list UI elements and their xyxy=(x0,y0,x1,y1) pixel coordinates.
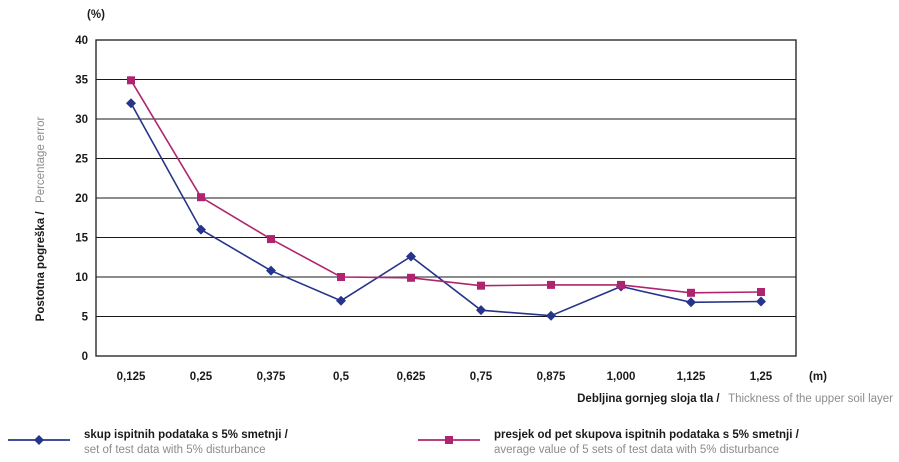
y-tick-label: 0 xyxy=(82,351,88,363)
y-tick-label: 35 xyxy=(75,75,88,87)
data-point xyxy=(757,288,765,297)
data-point xyxy=(406,251,416,262)
data-point xyxy=(127,76,135,85)
y-tick-label: 40 xyxy=(75,35,88,47)
y-tick-label: 15 xyxy=(75,233,88,245)
legend-marker-square-icon xyxy=(418,436,480,444)
legend-marker-diamond-icon xyxy=(8,435,70,445)
x-tick-label: 0,625 xyxy=(397,371,426,383)
x-axis-label-primary: Debljina gornjeg sloja tla / xyxy=(577,393,720,405)
data-point xyxy=(267,235,275,244)
series-line xyxy=(130,102,762,317)
x-tick-labels: 0,125 0,25 0,375 0,5 0,625 0,75 0,875 1,000 1,12… xyxy=(117,371,773,383)
grid xyxy=(96,79,796,317)
x-tick-label: 0,5 xyxy=(333,371,350,383)
x-tick-label: 0,25 xyxy=(190,371,213,383)
data-point xyxy=(686,297,696,308)
x-tick-label: 1,25 xyxy=(750,371,773,383)
series-2 xyxy=(127,76,765,297)
plot-frame xyxy=(95,39,797,357)
data-point xyxy=(476,305,486,316)
y-tick-labels: 0 5 10 15 20 25 30 35 40 xyxy=(75,35,88,363)
y-axis-unit: (%) xyxy=(87,9,105,21)
data-point xyxy=(756,296,766,307)
series-1 xyxy=(126,98,766,321)
x-axis-label: Debljina gornjeg sloja tla / Thickness o… xyxy=(577,389,893,406)
y-axis-label-primary: Postotna pogreška / xyxy=(35,211,47,322)
data-point xyxy=(547,280,555,289)
data-point xyxy=(266,265,276,276)
data-point xyxy=(617,280,625,289)
y-tick-label: 20 xyxy=(75,193,88,205)
y-tick-label: 25 xyxy=(75,154,88,166)
x-tick-label: 0,875 xyxy=(537,371,566,383)
legend-series-2-name: presjek od pet skupova ispitnih podataka… xyxy=(494,429,799,441)
legend-series-2-subname: average value of 5 sets of test data wit… xyxy=(494,444,780,456)
x-tick-label: 0,75 xyxy=(470,371,493,383)
data-point xyxy=(126,98,136,109)
x-axis-label-secondary: Thickness of the upper soil layer xyxy=(728,393,893,405)
x-tick-label: 0,375 xyxy=(257,371,286,383)
series-layer xyxy=(126,76,766,321)
x-tick-label: 0,125 xyxy=(117,371,146,383)
y-axis-label: Postotna pogreška / Percentage error xyxy=(31,116,48,321)
data-point xyxy=(336,295,346,306)
x-tick-label: 1,125 xyxy=(677,371,706,383)
y-axis-label-secondary: Percentage error xyxy=(35,116,47,202)
data-point xyxy=(546,310,556,321)
data-point xyxy=(407,273,415,282)
data-point xyxy=(687,288,695,297)
data-point xyxy=(197,193,205,202)
y-tick-label: 30 xyxy=(75,114,88,126)
data-point xyxy=(337,273,345,281)
data-point xyxy=(196,224,206,235)
data-point xyxy=(477,281,485,290)
x-tick-label: 1,000 xyxy=(607,371,636,383)
x-axis-unit: (m) xyxy=(809,371,827,383)
legend-series-1-subname: set of test data with 5% disturbance xyxy=(84,444,266,456)
legend-series-1-name: skup ispitnih podataka s 5% smetnji / xyxy=(84,429,288,441)
series-line xyxy=(130,79,762,294)
y-tick-label: 10 xyxy=(75,272,88,284)
y-tick-label: 5 xyxy=(82,312,89,324)
